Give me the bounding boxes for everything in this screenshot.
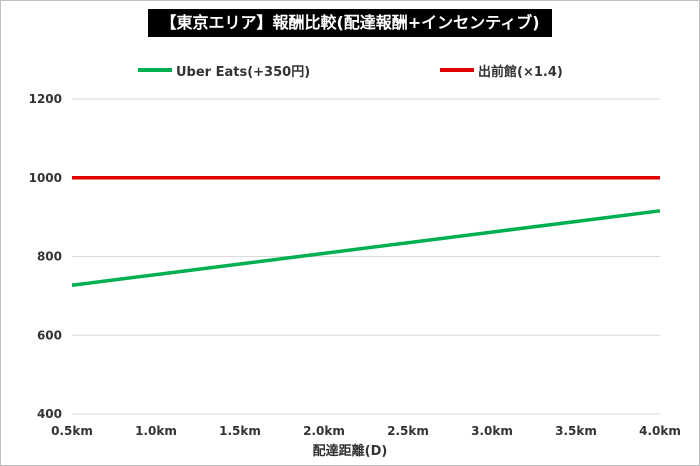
gridlines — [72, 98, 660, 415]
x-tick-label: 1.5km — [219, 424, 261, 438]
x-tick-label: 2.0km — [303, 424, 345, 438]
legend-item-uber-eats: Uber Eats(+350円) — [138, 60, 310, 80]
y-tick-label: 1200 — [29, 92, 62, 106]
x-axis-label: 配達距離(D) — [312, 444, 388, 459]
y-axis-ticks: 400 600 800 1000 1200 — [29, 92, 62, 421]
x-tick-label: 3.5km — [555, 424, 597, 438]
legend-label-demaekan: 出前館(×1.4) — [478, 64, 563, 80]
x-tick-label: 2.5km — [387, 424, 429, 438]
y-tick-label: 400 — [37, 407, 62, 421]
y-tick-label: 600 — [37, 328, 62, 342]
y-tick-label: 800 — [37, 250, 62, 264]
legend-item-demaekan: 出前館(×1.4) — [440, 60, 563, 80]
legend-swatch-demaekan — [440, 68, 474, 72]
chart-title: 【東京エリア】報酬比較(配達報酬+インセンティブ) — [148, 9, 552, 37]
legend-label-uber-eats: Uber Eats(+350円) — [176, 64, 311, 80]
y-tick-label: 1000 — [29, 171, 62, 185]
x-tick-label: 3.0km — [471, 424, 513, 438]
x-tick-label: 0.5km — [51, 424, 93, 438]
series-lines — [71, 176, 661, 287]
series-line-uber-eats — [71, 209, 661, 287]
x-axis-ticks: 0.5km 1.0km 1.5km 2.0km 2.5km 3.0km 3.5km 4.0km — [51, 424, 681, 438]
x-tick-label: 4.0km — [639, 424, 681, 438]
chart-legend: Uber Eats(+350円) 出前館(×1.4) — [0, 60, 700, 80]
legend-swatch-uber-eats — [138, 68, 172, 72]
x-tick-label: 1.0km — [135, 424, 177, 438]
